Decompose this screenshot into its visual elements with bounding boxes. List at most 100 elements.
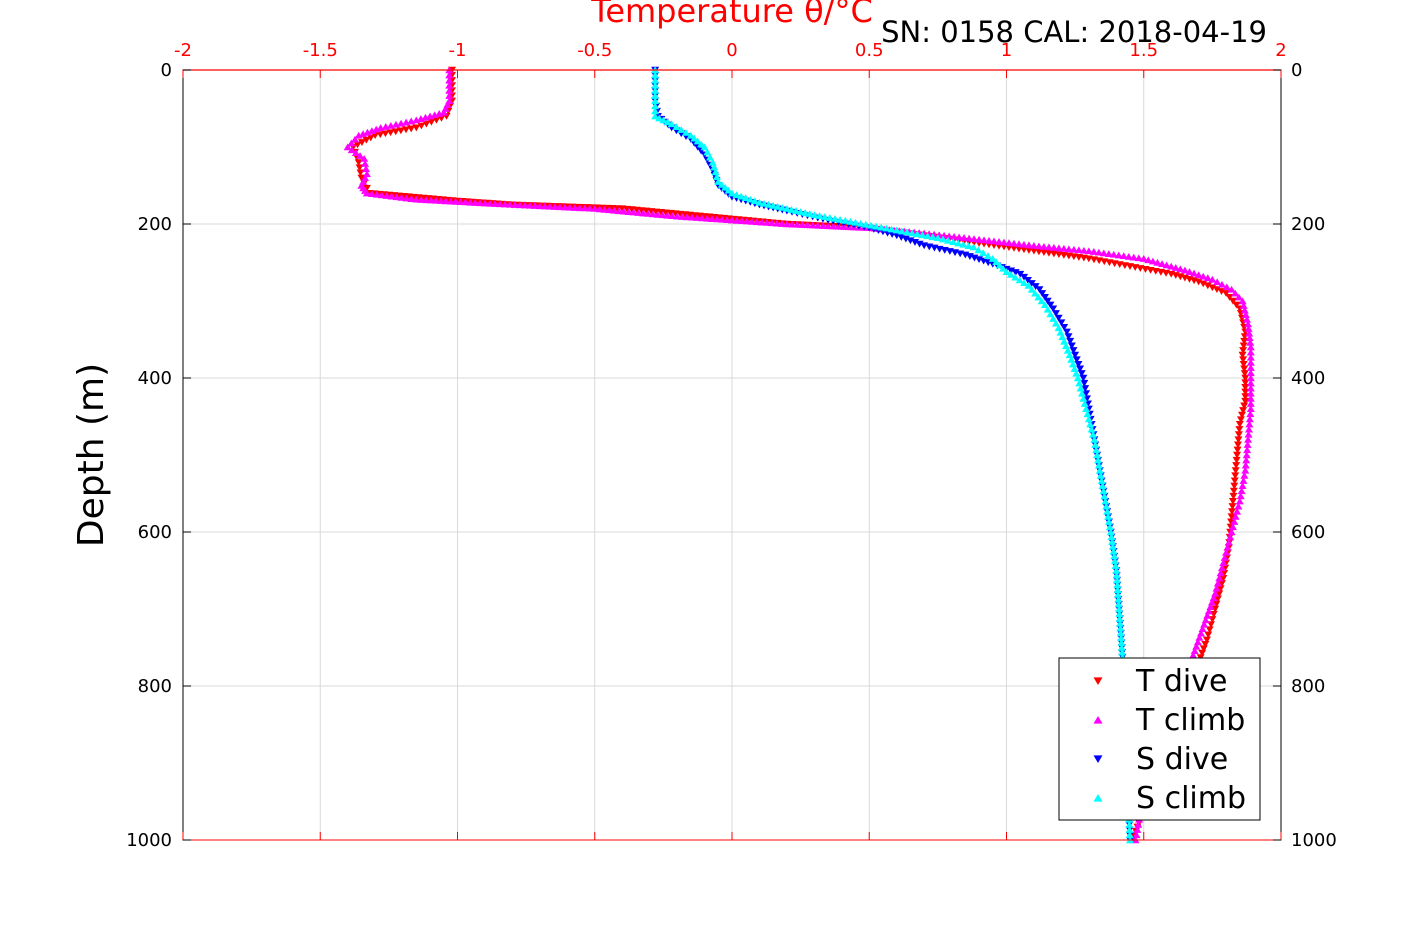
data-point xyxy=(861,220,870,228)
data-point xyxy=(362,165,370,173)
data-point xyxy=(1125,831,1134,839)
axis-ticks xyxy=(182,69,1282,841)
data-point xyxy=(435,110,444,117)
data-point xyxy=(1040,301,1049,309)
data-point xyxy=(755,198,764,206)
data-point xyxy=(1204,631,1213,639)
data-point xyxy=(1246,384,1255,392)
data-point xyxy=(1081,385,1090,392)
data-point xyxy=(1076,384,1085,392)
data-point xyxy=(1235,426,1244,433)
data-point xyxy=(1226,533,1235,541)
data-point xyxy=(377,191,386,199)
data-point xyxy=(354,131,363,139)
y-tick-label-left: 800 xyxy=(138,676,172,697)
data-point xyxy=(1040,293,1049,301)
data-point xyxy=(686,131,695,139)
y-tick-label-left: 400 xyxy=(138,368,172,389)
data-point xyxy=(1239,347,1248,354)
data-point xyxy=(1246,359,1255,366)
data-point xyxy=(1233,441,1242,449)
data-point xyxy=(1153,258,1162,266)
data-point xyxy=(1217,564,1226,572)
data-point xyxy=(1241,311,1250,319)
data-point xyxy=(834,222,843,230)
data-point xyxy=(560,203,569,211)
data-point xyxy=(417,196,426,203)
y-tick-label-right: 1000 xyxy=(1291,830,1337,851)
data-point xyxy=(975,235,984,243)
data-point xyxy=(1104,250,1113,257)
data-point xyxy=(1071,351,1080,359)
data-point xyxy=(1037,297,1046,305)
data-point xyxy=(1199,645,1208,653)
data-point xyxy=(1034,293,1043,301)
data-point xyxy=(959,240,968,248)
data-point xyxy=(1180,266,1189,274)
data-point xyxy=(366,134,375,142)
data-point xyxy=(983,252,992,259)
data-point xyxy=(1075,379,1084,387)
data-point xyxy=(426,112,435,120)
data-point xyxy=(1077,370,1086,377)
data-point xyxy=(343,143,352,151)
data-point xyxy=(764,200,773,208)
data-point xyxy=(1162,261,1171,269)
data-point xyxy=(1129,253,1138,261)
x-tick-label: -1 xyxy=(449,40,467,61)
data-point xyxy=(1237,487,1246,495)
data-point xyxy=(1046,310,1055,318)
data-point xyxy=(923,232,932,240)
data-point xyxy=(1125,821,1134,828)
x-tick-labels: -2 -1.5 -1 -0.5 0 0.5 1 1.5 2 xyxy=(174,40,1287,61)
data-point xyxy=(690,134,699,142)
data-point xyxy=(1087,425,1096,433)
data-point xyxy=(1006,270,1015,278)
data-point xyxy=(381,123,390,130)
data-point xyxy=(1240,365,1249,373)
data-point xyxy=(1124,252,1133,260)
data-point xyxy=(1090,436,1099,443)
data-point xyxy=(1144,256,1153,264)
data-point xyxy=(940,231,949,239)
data-point xyxy=(1102,502,1111,510)
data-point xyxy=(407,195,416,202)
data-point xyxy=(1101,497,1110,505)
data-point xyxy=(651,112,660,120)
data-point xyxy=(1211,590,1220,597)
data-point xyxy=(490,200,499,207)
data-point xyxy=(1219,559,1228,566)
data-point xyxy=(580,204,589,212)
data-point xyxy=(851,218,860,226)
x-tick-label: 1.5 xyxy=(1129,40,1158,61)
data-point xyxy=(1238,411,1247,419)
data-point xyxy=(708,215,717,222)
data-point xyxy=(965,234,974,242)
data-point xyxy=(1238,297,1247,305)
data-point xyxy=(1038,290,1047,297)
data-point xyxy=(392,193,401,201)
data-point xyxy=(1239,360,1248,368)
data-point xyxy=(960,234,969,241)
data-point xyxy=(1044,243,1053,251)
legend: T dive T climb S dive S climb xyxy=(1058,657,1261,821)
data-point xyxy=(1110,552,1119,560)
data-point xyxy=(1239,302,1248,309)
data-point xyxy=(703,214,712,222)
data-point xyxy=(1073,374,1082,382)
data-point xyxy=(1094,248,1103,256)
data-point xyxy=(1246,400,1255,407)
data-point xyxy=(1243,441,1252,448)
data-point xyxy=(703,148,712,156)
data-point xyxy=(1019,240,1028,248)
data-point xyxy=(682,128,691,136)
data-point xyxy=(1234,502,1243,510)
data-point xyxy=(1230,477,1239,485)
data-point xyxy=(595,205,604,213)
data-point xyxy=(634,209,643,216)
y-tick-label-right: 200 xyxy=(1291,214,1325,235)
data-point xyxy=(1107,533,1116,541)
data-point xyxy=(1211,605,1220,613)
data-point xyxy=(1202,636,1211,644)
